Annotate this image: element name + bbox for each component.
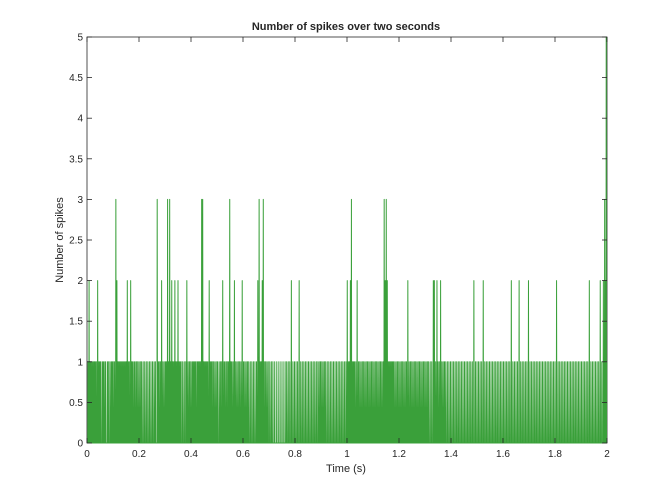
x-axis-label: Time (s): [326, 463, 366, 475]
y-tick-label: 3: [77, 195, 83, 206]
chart-title: Number of spikes over two seconds: [252, 21, 440, 33]
y-tick-label: 1.5: [69, 317, 83, 328]
x-tick-label: 1.8: [548, 449, 562, 460]
plot-area: 0 0.2 0.4 0.6 0.8 1 1.2 1.4 1.6 1.8 2 0 0.5 1 1.5 2 2.5…: [69, 33, 610, 461]
x-tick-label: 2: [604, 449, 610, 460]
y-axis-label: Number of spikes: [54, 197, 66, 283]
y-tick-label: 4: [77, 114, 83, 125]
x-axis: 0 0.2 0.4 0.6 0.8 1 1.2 1.4 1.6 1.8 2: [84, 37, 610, 460]
y-tick-label: 3.5: [69, 154, 83, 165]
y-tick-label: 2.5: [69, 236, 83, 247]
y-tick-label: 4.5: [69, 73, 83, 84]
x-tick-label: 0: [84, 449, 90, 460]
x-tick-label: 0.6: [236, 449, 250, 460]
x-tick-label: 0.4: [184, 449, 198, 460]
x-tick-label: 1: [344, 449, 350, 460]
y-axis: 0 0.5 1 1.5 2 2.5 3 3.5 4 4.5 5: [69, 33, 607, 450]
x-tick-label: 1.2: [392, 449, 406, 460]
y-tick-label: 0: [77, 439, 83, 450]
x-tick-label: 0.8: [288, 449, 302, 460]
x-tick-label: 1.4: [444, 449, 458, 460]
y-tick-label: 1: [77, 357, 83, 368]
x-tick-label: 1.6: [496, 449, 510, 460]
y-tick-label: 2: [77, 276, 83, 287]
y-tick-label: 5: [77, 33, 83, 44]
x-tick-label: 0.2: [132, 449, 146, 460]
y-tick-label: 0.5: [69, 398, 83, 409]
